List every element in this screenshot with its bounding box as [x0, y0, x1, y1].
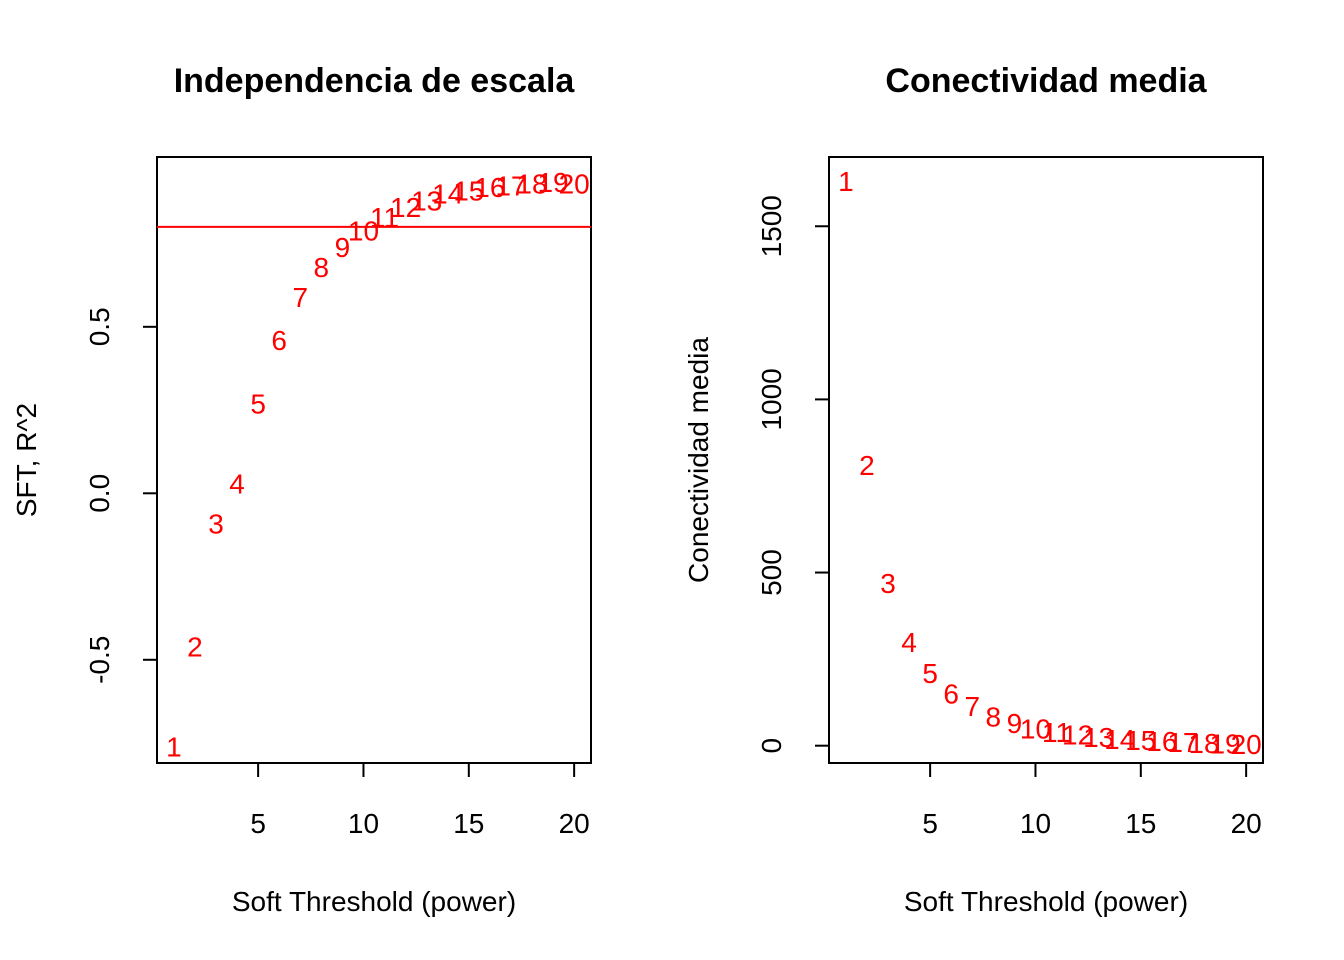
data-point-label: 16: [1146, 726, 1177, 757]
x-tick-label: 5: [250, 808, 266, 839]
y-axis-label: Conectividad media: [683, 337, 714, 583]
data-point-label: 8: [314, 252, 330, 283]
data-point-label: 3: [880, 568, 896, 599]
data-point-label: 1: [166, 731, 182, 762]
x-tick-label: 10: [348, 808, 379, 839]
y-axis-label: SFT, R^2: [11, 403, 42, 517]
data-point-label: 15: [1125, 725, 1156, 756]
data-point-label: 12: [1062, 720, 1093, 751]
y-tick-label: 1000: [756, 368, 787, 430]
data-point-label: 8: [986, 701, 1002, 732]
data-point-label: 6: [943, 679, 959, 710]
data-point-label: 19: [537, 167, 568, 198]
plot-frame: [828, 156, 1264, 764]
data-point-label: 4: [901, 627, 917, 658]
data-point-label: 11: [370, 202, 399, 233]
data-point-label: 9: [1007, 708, 1023, 739]
data-point-label: 3: [208, 508, 224, 539]
data-point-label: 15: [453, 175, 484, 206]
x-tick-label: 5: [922, 808, 938, 839]
data-point-label: 18: [1188, 728, 1219, 759]
y-tick-label: 1500: [756, 195, 787, 257]
chart-title: Conectividad media: [885, 62, 1207, 100]
x-tick-label: 15: [1125, 808, 1156, 839]
data-point-label: 14: [1104, 724, 1135, 755]
data-point-label: 7: [292, 282, 308, 313]
data-point-label: 4: [229, 468, 245, 499]
y-tick-label: -0.5: [84, 636, 115, 684]
data-point-label: 17: [1167, 727, 1198, 758]
data-point-label: 13: [1083, 722, 1114, 753]
data-point-label: 7: [964, 691, 980, 722]
x-tick-label: 20: [559, 808, 590, 839]
data-point-label: 2: [187, 631, 203, 662]
data-point-label: 5: [250, 388, 266, 419]
x-tick-label: 15: [453, 808, 484, 839]
data-point-label: 5: [922, 658, 938, 689]
x-tick-label: 10: [1020, 808, 1051, 839]
data-point-label: 14: [432, 179, 463, 210]
y-tick-label: 0.5: [84, 307, 115, 346]
data-point-label: 6: [271, 325, 287, 356]
data-point-label: 20: [1231, 729, 1262, 760]
data-point-label: 10: [348, 215, 379, 246]
data-point-label: 17: [495, 170, 526, 201]
x-axis-label: Soft Threshold (power): [904, 886, 1188, 917]
y-tick-label: 0.0: [84, 474, 115, 513]
chart-title: Independencia de escala: [174, 62, 576, 100]
data-point-label: 9: [335, 232, 351, 263]
data-point-label: 11: [1042, 717, 1071, 748]
y-tick-label: 500: [756, 549, 787, 596]
x-tick-label: 20: [1231, 808, 1262, 839]
data-point-label: 19: [1209, 728, 1240, 759]
data-point-label: 18: [516, 169, 547, 200]
data-point-label: 2: [859, 450, 875, 481]
data-point-label: 13: [411, 185, 442, 216]
data-point-label: 1: [838, 166, 854, 197]
data-point-label: 16: [474, 172, 505, 203]
y-tick-label: 0: [756, 738, 787, 754]
plot-frame: [156, 156, 592, 764]
data-point-label: 12: [390, 192, 421, 223]
x-axis-label: Soft Threshold (power): [232, 886, 516, 917]
data-point-label: 10: [1020, 713, 1051, 744]
data-point-label: 20: [559, 169, 590, 200]
